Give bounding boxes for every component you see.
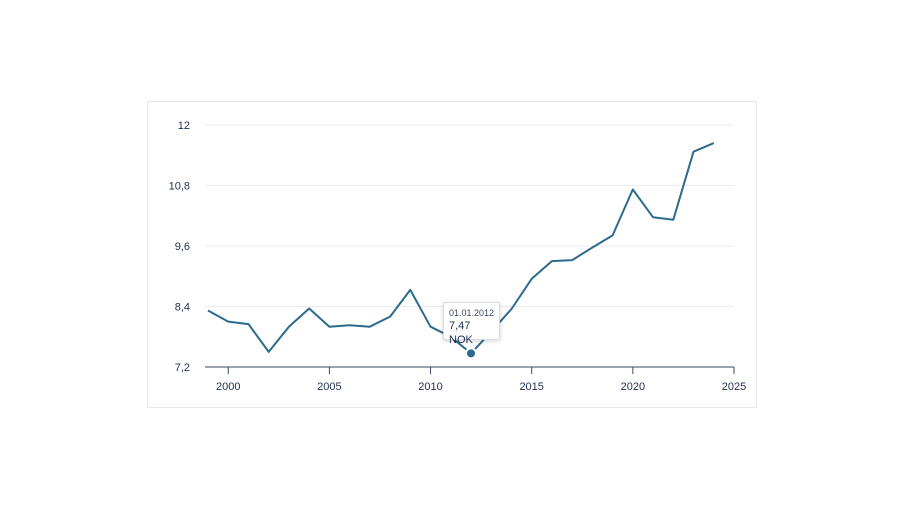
data-point (631, 188, 635, 192)
data-point (570, 258, 574, 262)
data-point (611, 233, 615, 237)
data-point (368, 325, 372, 329)
y-axis: 7,2 8,4 9,6 10,8 12 (169, 120, 190, 374)
data-point (692, 150, 696, 154)
data-point (307, 307, 311, 311)
data-point (509, 307, 513, 311)
chart-card (147, 101, 757, 408)
data-point (226, 320, 230, 324)
y-tick-label: 10,8 (169, 181, 190, 193)
x-tick-label: 2005 (317, 381, 341, 393)
data-point (550, 259, 554, 263)
data-point (651, 215, 655, 219)
x-tick-label: 2010 (418, 381, 442, 393)
y-tick-label: 7,2 (175, 362, 190, 374)
data-point (246, 322, 250, 326)
y-tick-label: 8,4 (175, 302, 190, 314)
data-point (388, 315, 392, 319)
x-tick-label: 2015 (519, 381, 543, 393)
gridlines (205, 124, 734, 307)
x-axis: 2000 2005 2010 2015 2020 2025 (205, 366, 746, 393)
data-point (348, 323, 352, 327)
data-point (206, 309, 210, 313)
x-tick-label: 2020 (621, 381, 645, 393)
data-point (408, 288, 412, 292)
tooltip-value: 7,47 NOK (449, 320, 473, 346)
series-line (207, 142, 715, 355)
data-point (429, 325, 433, 329)
data-point (530, 277, 534, 281)
y-tick-label: 9,6 (175, 241, 190, 253)
tooltip: 01.01.2012 7,47 NOK (443, 302, 500, 346)
data-point (327, 325, 331, 329)
data-point (287, 325, 291, 329)
data-point (590, 246, 594, 250)
data-point (712, 141, 716, 145)
tooltip-date: 01.01.2012 (449, 308, 495, 318)
y-tick-label: 12 (178, 120, 190, 132)
hover-marker[interactable] (465, 347, 477, 360)
x-tick-label: 2000 (216, 381, 240, 393)
data-point (267, 350, 271, 354)
x-tick-label: 2025 (722, 381, 746, 393)
data-point (671, 218, 675, 222)
